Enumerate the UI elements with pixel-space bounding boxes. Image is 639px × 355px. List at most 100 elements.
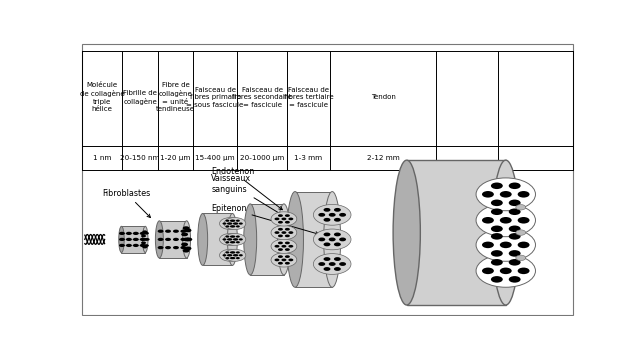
Ellipse shape (142, 226, 148, 252)
Circle shape (233, 223, 237, 225)
Circle shape (222, 254, 226, 256)
Text: Vaisseaux
sanguins: Vaisseaux sanguins (211, 174, 292, 221)
Text: Fibrille de
collagène: Fibrille de collagène (123, 90, 157, 105)
Circle shape (491, 233, 503, 240)
Circle shape (226, 257, 229, 259)
Bar (121, 226, 145, 252)
Circle shape (509, 200, 521, 206)
Circle shape (271, 212, 296, 226)
Circle shape (227, 223, 231, 225)
Text: Faisceau de
fibres secondaire
= fascicule: Faisceau de fibres secondaire = fascicul… (232, 87, 292, 108)
Circle shape (318, 262, 325, 266)
Circle shape (516, 204, 526, 210)
Circle shape (229, 238, 233, 240)
Circle shape (285, 262, 290, 264)
Bar (203, 213, 233, 266)
FancyBboxPatch shape (82, 44, 573, 315)
Circle shape (119, 244, 125, 247)
Circle shape (230, 241, 234, 243)
Circle shape (275, 245, 279, 248)
Circle shape (185, 237, 192, 241)
Circle shape (288, 218, 293, 220)
Bar (250, 204, 284, 275)
Circle shape (482, 217, 494, 224)
Circle shape (181, 242, 188, 246)
Circle shape (231, 235, 235, 237)
Circle shape (334, 257, 341, 261)
Bar (159, 221, 187, 258)
Circle shape (126, 238, 132, 241)
Bar (407, 160, 506, 305)
Circle shape (224, 249, 246, 261)
Circle shape (334, 218, 341, 222)
Text: 1-3 mm: 1-3 mm (295, 155, 323, 161)
Circle shape (491, 259, 503, 266)
Circle shape (491, 276, 503, 283)
Circle shape (239, 223, 243, 225)
Circle shape (230, 220, 234, 222)
Circle shape (509, 276, 521, 283)
Circle shape (236, 257, 240, 259)
Circle shape (133, 244, 139, 247)
Circle shape (278, 262, 283, 264)
Circle shape (288, 231, 293, 234)
Circle shape (224, 233, 246, 245)
Text: 20-150 nm: 20-150 nm (120, 155, 160, 161)
Circle shape (165, 246, 171, 249)
Circle shape (236, 220, 240, 222)
Circle shape (220, 218, 242, 230)
Circle shape (226, 251, 229, 253)
Text: Epitenon: Epitenon (211, 204, 319, 235)
Circle shape (500, 242, 512, 248)
Circle shape (518, 217, 530, 224)
Circle shape (518, 242, 530, 248)
Circle shape (281, 245, 286, 248)
Circle shape (185, 246, 192, 250)
Circle shape (236, 241, 240, 243)
Circle shape (239, 238, 243, 240)
Circle shape (323, 233, 330, 236)
Circle shape (509, 250, 521, 257)
Ellipse shape (287, 192, 304, 287)
Circle shape (226, 235, 229, 237)
Circle shape (476, 204, 535, 237)
Circle shape (278, 248, 283, 251)
Circle shape (328, 262, 335, 266)
Circle shape (518, 268, 530, 274)
Circle shape (491, 225, 503, 232)
Circle shape (328, 237, 335, 241)
Text: Tendon: Tendon (371, 94, 396, 100)
Circle shape (313, 229, 351, 250)
Circle shape (339, 213, 346, 217)
Circle shape (226, 241, 229, 243)
Ellipse shape (492, 160, 520, 305)
Circle shape (339, 237, 346, 241)
Circle shape (142, 238, 148, 241)
Text: Fibre de
collagène
= unité
tendineuse: Fibre de collagène = unité tendineuse (156, 82, 195, 112)
Ellipse shape (244, 204, 257, 275)
Circle shape (220, 249, 242, 261)
Circle shape (229, 223, 233, 225)
Circle shape (334, 233, 341, 236)
Circle shape (144, 232, 149, 235)
Circle shape (509, 225, 521, 232)
Circle shape (235, 254, 238, 256)
Circle shape (231, 225, 235, 228)
Circle shape (224, 218, 246, 230)
Ellipse shape (155, 221, 164, 258)
Circle shape (231, 241, 235, 243)
Text: Fibroblastes: Fibroblastes (102, 189, 150, 218)
Circle shape (235, 238, 238, 240)
Circle shape (230, 225, 234, 228)
Circle shape (235, 223, 238, 225)
Circle shape (133, 238, 139, 241)
Circle shape (491, 250, 503, 257)
Circle shape (271, 225, 296, 240)
Text: Faisceau de
fibres tertiaire
= fascicule: Faisceau de fibres tertiaire = fascicule (284, 87, 333, 108)
Circle shape (318, 213, 325, 217)
Circle shape (278, 255, 283, 258)
Circle shape (482, 191, 494, 198)
Circle shape (328, 213, 335, 217)
Circle shape (239, 254, 243, 256)
Circle shape (158, 246, 164, 249)
